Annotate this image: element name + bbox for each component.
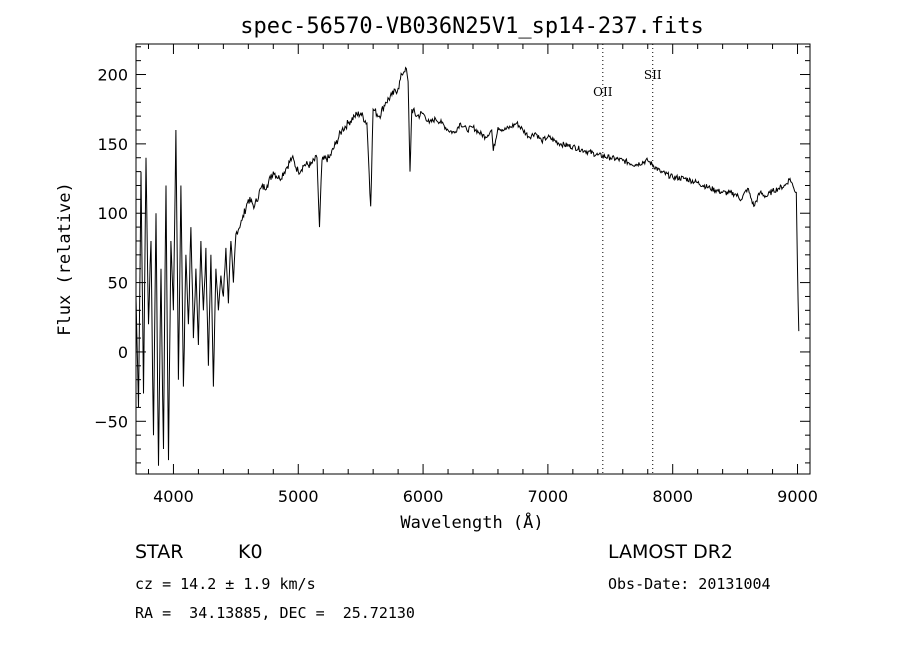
- x-tick-label: 4000: [153, 487, 194, 506]
- x-tick-label: 5000: [278, 487, 319, 506]
- y-axis-label: Flux (relative): [55, 182, 75, 336]
- object-subclass: K0: [238, 541, 263, 563]
- spectrum-line: [135, 66, 800, 466]
- object-type: STAR: [135, 541, 184, 563]
- coordinates-text: RA = 34.13885, DEC = 25.72130: [135, 604, 415, 622]
- x-tick-label: 6000: [403, 487, 444, 506]
- x-tick-label: 7000: [528, 487, 569, 506]
- redshift-text: cz = 14.2 ± 1.9 km/s: [135, 575, 316, 593]
- tick-labels: 4000 5000 6000 7000 8000 9000 −50 0 50 100 150 200: [94, 66, 818, 506]
- y-tick-label: 200: [97, 66, 128, 85]
- survey-name: LAMOST DR2: [608, 541, 733, 563]
- y-tick-label: 50: [108, 274, 128, 293]
- x-tick-label: 8000: [652, 487, 693, 506]
- line-marker-label: SII: [644, 68, 662, 82]
- line-marker-label: OII: [593, 85, 613, 99]
- axis-ticks: [136, 44, 810, 474]
- y-tick-label: −50: [94, 412, 128, 431]
- emission-line-markers: OII SII: [593, 44, 662, 474]
- obs-date-text: Obs-Date: 20131004: [608, 575, 771, 593]
- y-tick-label: 100: [97, 204, 128, 223]
- x-axis-label: Wavelength (Å): [400, 511, 543, 533]
- plot-frame: [135, 43, 811, 475]
- y-tick-label: 0: [118, 343, 128, 362]
- chart-title: spec-56570-VB036N25V1_sp14-237.fits: [240, 14, 704, 39]
- y-tick-label: 150: [97, 135, 128, 154]
- x-tick-label: 9000: [777, 487, 818, 506]
